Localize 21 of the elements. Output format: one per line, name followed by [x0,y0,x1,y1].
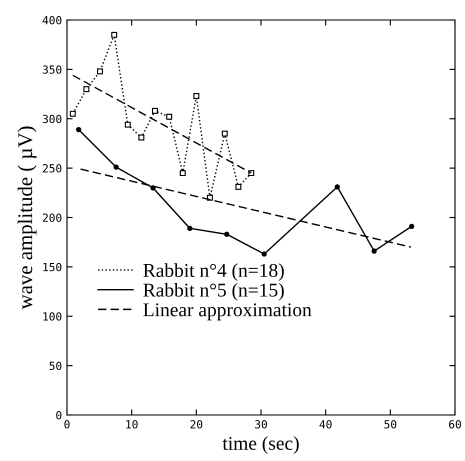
x-tick-label: 0 [64,420,70,429]
y-tick-label: 50 [50,362,62,370]
x-tick-label: 50 [384,420,396,429]
y-tick-label: 200 [42,214,62,222]
y-tick-label: 150 [43,262,62,272]
x-tick-label: 60 [449,420,461,429]
y-tick-label: 400 [42,16,62,24]
x-axis-title: time (sec) [222,436,299,454]
y-tick-label: 100 [43,312,62,321]
y-tick-label: 0 [56,411,62,420]
x-tick-label: 40 [320,420,332,429]
y-tick-label: 250 [42,164,62,173]
x-tick-label: 30 [255,420,267,429]
y-tick-label: 350 [42,65,62,74]
x-tick-label: 10 [126,420,138,429]
legend-label: Rabbit n°4 (n=18) [143,263,284,281]
legend-label: Rabbit n°5 (n=15) [143,282,284,301]
legend-label: Linear approximation [143,303,312,320]
y-axis-title: wave amplitude ( µV) [18,126,37,310]
y-tick-label: 300 [42,114,62,124]
x-tick-label: 20 [190,420,202,429]
